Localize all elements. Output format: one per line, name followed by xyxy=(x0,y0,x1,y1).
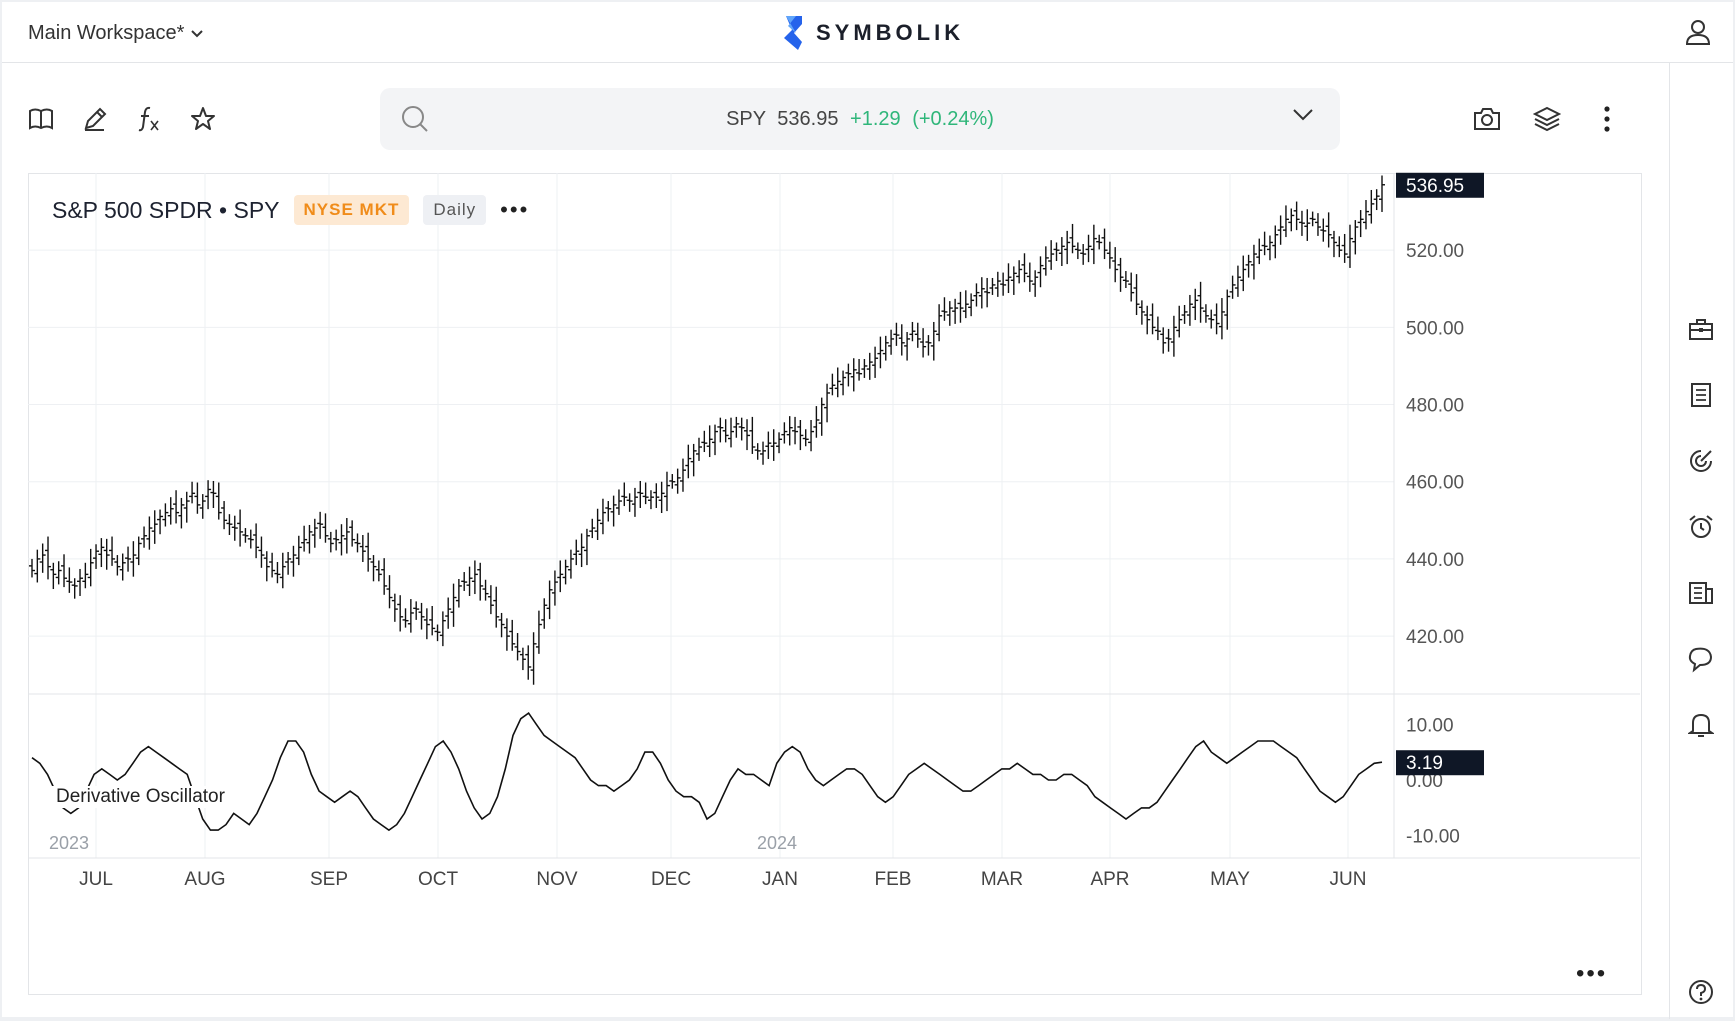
chart-options-menu[interactable]: ••• xyxy=(500,197,530,222)
star-icon xyxy=(191,107,215,130)
indicators-button[interactable] xyxy=(132,102,166,136)
timeframe-badge[interactable]: Daily xyxy=(423,195,487,225)
watchlist-button[interactable] xyxy=(1684,378,1718,412)
workspace-selector[interactable]: Main Workspace* xyxy=(28,22,204,45)
logo-icon xyxy=(784,16,802,50)
brand-name: SYMBOLIK xyxy=(816,20,965,45)
workspace-name: Main Workspace* xyxy=(28,22,185,44)
alarm-button[interactable] xyxy=(1684,510,1718,544)
news-icon xyxy=(1689,582,1713,604)
favorites-button[interactable] xyxy=(186,102,220,136)
layers-button[interactable] xyxy=(1530,102,1564,136)
quote-change: +1.29 xyxy=(850,108,901,130)
portfolio-button[interactable] xyxy=(1684,312,1718,346)
scanner-button[interactable] xyxy=(1684,444,1718,478)
chart-header: S&P 500 SPDR • SPY NYSE MKT Daily ••• xyxy=(52,194,529,226)
symbol-search-bar[interactable]: SPY 536.95 +1.29 (+0.24%) xyxy=(380,88,1340,150)
oscillator-title: Derivative Oscillator xyxy=(52,786,229,808)
more-vertical-icon xyxy=(1604,106,1610,132)
scanner-icon xyxy=(1690,450,1712,472)
search-icon xyxy=(402,106,428,132)
watchlist-icon xyxy=(1691,383,1711,407)
bell-icon xyxy=(1688,713,1714,737)
chart-panel xyxy=(28,173,1642,995)
user-icon xyxy=(1685,20,1711,45)
chat-icon xyxy=(1688,647,1713,673)
chat-button[interactable] xyxy=(1684,642,1718,676)
screenshot-button[interactable] xyxy=(1470,102,1504,136)
right-sidebar xyxy=(1669,62,1734,1019)
draw-button[interactable] xyxy=(78,102,112,136)
alarm-icon xyxy=(1689,515,1713,538)
notifications-button[interactable] xyxy=(1684,708,1718,742)
news-button[interactable] xyxy=(1684,576,1718,610)
book-icon xyxy=(29,108,53,130)
user-account-button[interactable] xyxy=(1684,18,1712,51)
top-bar: Main Workspace* SYMBOLIK xyxy=(2,2,1733,63)
pencil-icon xyxy=(84,107,107,131)
camera-icon xyxy=(1474,108,1500,130)
study-guide-button[interactable] xyxy=(24,102,58,136)
axis-options-menu[interactable]: ••• xyxy=(1576,960,1608,987)
quote-summary: SPY 536.95 +1.29 (+0.24%) xyxy=(380,108,1340,131)
briefcase-icon xyxy=(1689,319,1713,340)
chevron-down-icon[interactable] xyxy=(1292,108,1314,122)
quote-change-pct: (+0.24%) xyxy=(912,108,994,130)
more-menu-button[interactable] xyxy=(1590,102,1624,136)
help-button[interactable] xyxy=(1684,975,1718,1009)
help-icon xyxy=(1689,980,1713,1004)
exchange-badge: NYSE MKT xyxy=(293,195,410,225)
quote-price: 536.95 xyxy=(777,108,839,130)
chevron-down-icon xyxy=(191,29,204,37)
function-icon xyxy=(138,106,159,132)
quote-symbol: SPY xyxy=(726,108,766,130)
instrument-title: S&P 500 SPDR • SPY xyxy=(52,196,280,223)
brand-logo: SYMBOLIK xyxy=(782,16,964,50)
layers-icon xyxy=(1533,106,1561,132)
